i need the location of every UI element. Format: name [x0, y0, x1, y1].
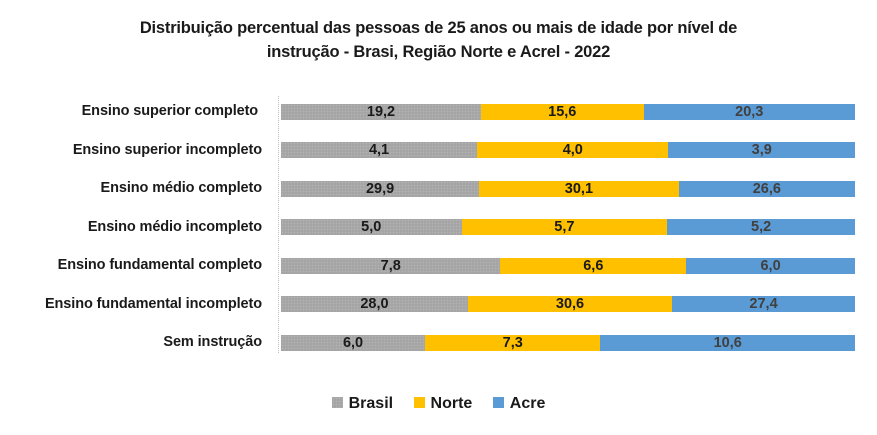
bar-acre-ensino-medio-incompleto[interactable] — [667, 219, 856, 235]
bar-brasil-ensino-fundamental-completo[interactable] — [281, 257, 501, 274]
data-label-acre-ensino-superior-completo: 20,3 — [735, 103, 764, 120]
data-label-acre-ensino-medio-incompleto: 5,2 — [751, 219, 772, 235]
data-label-acre-ensino-medio-completo: 26,6 — [752, 180, 781, 197]
category-label-ensino-superior-incompleto: Ensino superior incompleto — [72, 141, 262, 158]
bar-norte-ensino-superior-incompleto[interactable] — [477, 142, 669, 158]
bar-acre-sem-instrucao[interactable] — [600, 334, 856, 351]
bar-norte-ensino-fundamental-incompleto[interactable] — [467, 296, 673, 312]
legend-swatch-brasil — [331, 397, 343, 408]
category-label-ensino-medio-incompleto: Ensino médio incompleto — [87, 218, 262, 235]
bar-brasil-ensino-superior-incompleto[interactable] — [281, 142, 478, 158]
bar-brasil-ensino-fundamental-incompleto[interactable] — [281, 296, 469, 312]
data-label-brasil-ensino-superior-completo: 19,2 — [366, 103, 396, 120]
data-label-norte-ensino-superior-incompleto: 4,0 — [562, 142, 583, 158]
legend-item-acre[interactable]: Acre — [492, 395, 546, 413]
bar-brasil-ensino-medio-incompleto[interactable] — [281, 219, 462, 235]
data-label-brasil-ensino-superior-incompleto: 4,1 — [368, 142, 390, 158]
bar-norte-ensino-medio-incompleto[interactable] — [461, 219, 668, 235]
category-label-ensino-fundamental-completo: Ensino fundamental completo — [57, 257, 262, 273]
data-label-norte-ensino-fundamental-incompleto: 30,6 — [555, 296, 585, 312]
bar-brasil-ensino-superior-completo[interactable] — [281, 103, 482, 120]
bar-norte-ensino-superior-completo[interactable] — [481, 103, 644, 120]
legend: Brasil Norte Acre — [0, 395, 877, 413]
bar-norte-ensino-fundamental-completo[interactable] — [500, 257, 687, 274]
legend-item-norte[interactable]: Norte — [413, 395, 473, 413]
data-label-norte-ensino-fundamental-completo: 6,6 — [583, 257, 604, 274]
chart-title: Distribuição percentual das pessoas de 2… — [0, 16, 877, 64]
legend-swatch-acre — [492, 397, 504, 408]
bar-norte-sem-instrucao[interactable] — [425, 334, 601, 351]
bar-acre-ensino-medio-completo[interactable] — [678, 180, 856, 197]
category-label-ensino-medio-completo: Ensino médio completo — [100, 180, 263, 196]
data-label-norte-ensino-superior-completo: 15,6 — [548, 103, 577, 120]
data-label-acre-ensino-fundamental-completo: 6,0 — [760, 257, 781, 274]
bar-acre-ensino-superior-completo[interactable] — [643, 103, 856, 120]
legend-label-acre: Acre — [509, 395, 546, 412]
bar-brasil-ensino-medio-completo[interactable] — [281, 180, 480, 197]
data-label-brasil-ensino-medio-incompleto: 5,0 — [361, 219, 382, 235]
category-label-ensino-superior-completo: Ensino superior completo — [81, 103, 262, 119]
category-label-ensino-fundamental-incompleto: Ensino fundamental incompleto — [44, 295, 262, 312]
data-label-norte-ensino-medio-completo: 30,1 — [564, 180, 594, 197]
data-label-norte-sem-instrucao: 7,3 — [502, 334, 523, 351]
bar-brasil-sem-instrucao[interactable] — [281, 334, 426, 351]
legend-label-norte: Norte — [430, 395, 473, 412]
chart-title-line-1: Distribuição percentual das pessoas de 2… — [139, 19, 738, 37]
data-label-acre-ensino-fundamental-incompleto: 27,4 — [749, 296, 778, 312]
legend-swatch-norte — [413, 397, 425, 408]
data-label-norte-ensino-medio-incompleto: 5,7 — [554, 219, 575, 235]
data-label-acre-ensino-superior-incompleto: 3,9 — [751, 142, 772, 158]
data-label-brasil-ensino-fundamental-incompleto: 28,0 — [360, 296, 389, 312]
bar-norte-ensino-medio-completo[interactable] — [479, 180, 680, 197]
bar-acre-ensino-fundamental-completo[interactable] — [686, 257, 856, 274]
category-axis-line — [278, 96, 279, 353]
bar-acre-ensino-fundamental-incompleto[interactable] — [672, 296, 856, 312]
data-label-brasil-sem-instrucao: 6,0 — [342, 334, 364, 351]
legend-label-brasil: Brasil — [348, 395, 394, 412]
data-label-brasil-ensino-fundamental-completo: 7,8 — [380, 257, 401, 274]
bar-acre-ensino-superior-incompleto[interactable] — [668, 142, 856, 158]
legend-item-brasil[interactable]: Brasil — [331, 395, 394, 413]
data-label-brasil-ensino-medio-completo: 29,9 — [365, 180, 395, 197]
chart-title-line-2: instrução - Brasi, Região Norte e Acrel … — [266, 43, 611, 61]
category-label-sem-instrucao: Sem instrução — [163, 334, 262, 350]
data-label-acre-sem-instrucao: 10,6 — [713, 334, 742, 351]
